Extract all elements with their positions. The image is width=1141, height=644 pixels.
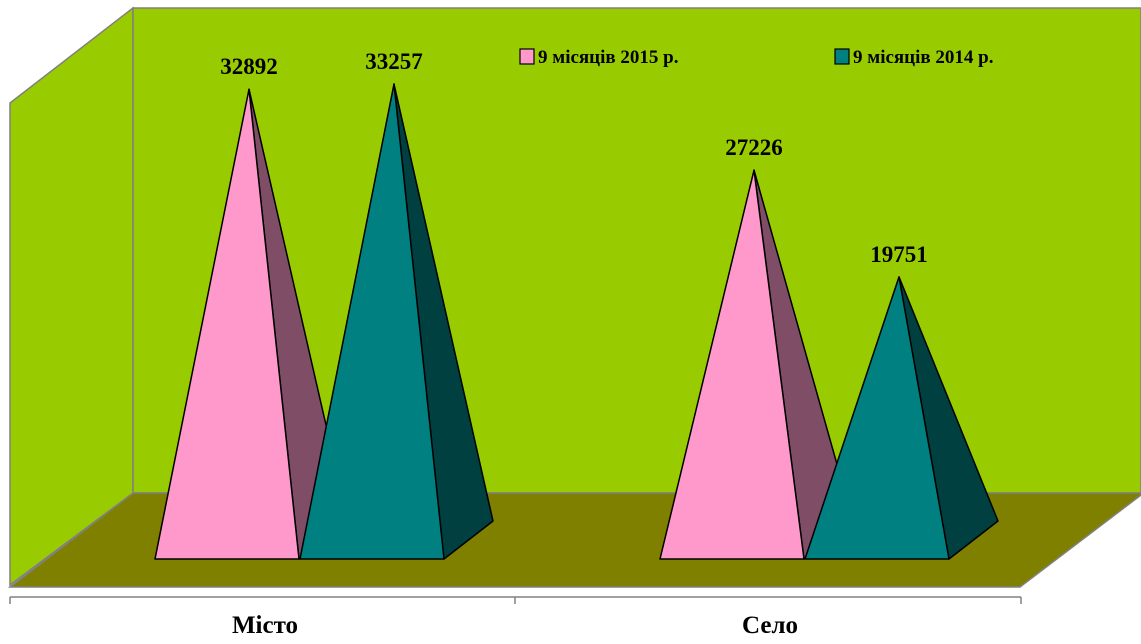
legend-label: 9 місяців 2015 р. xyxy=(538,47,679,68)
value-label: 27226 xyxy=(725,135,783,160)
category-label-selo: Село xyxy=(742,612,798,639)
legend-swatch xyxy=(519,48,535,65)
value-label: 33257 xyxy=(365,49,423,74)
value-label: 19751 xyxy=(870,242,928,267)
legend: 9 місяців 2015 р. 9 місяців 2014 р. xyxy=(519,47,994,68)
pyramid-front-face xyxy=(659,169,805,560)
legend-label: 9 місяців 2014 р. xyxy=(853,47,994,68)
pyramid-front-face xyxy=(299,83,445,560)
value-label: 32892 xyxy=(220,54,278,79)
pyramids-group xyxy=(154,83,999,560)
left-wall xyxy=(9,6,134,587)
pyramid-front-face xyxy=(804,276,950,560)
legend-swatch xyxy=(834,48,850,65)
category-label-misto: Місто xyxy=(232,612,298,639)
pyramid-front-face xyxy=(154,88,300,560)
